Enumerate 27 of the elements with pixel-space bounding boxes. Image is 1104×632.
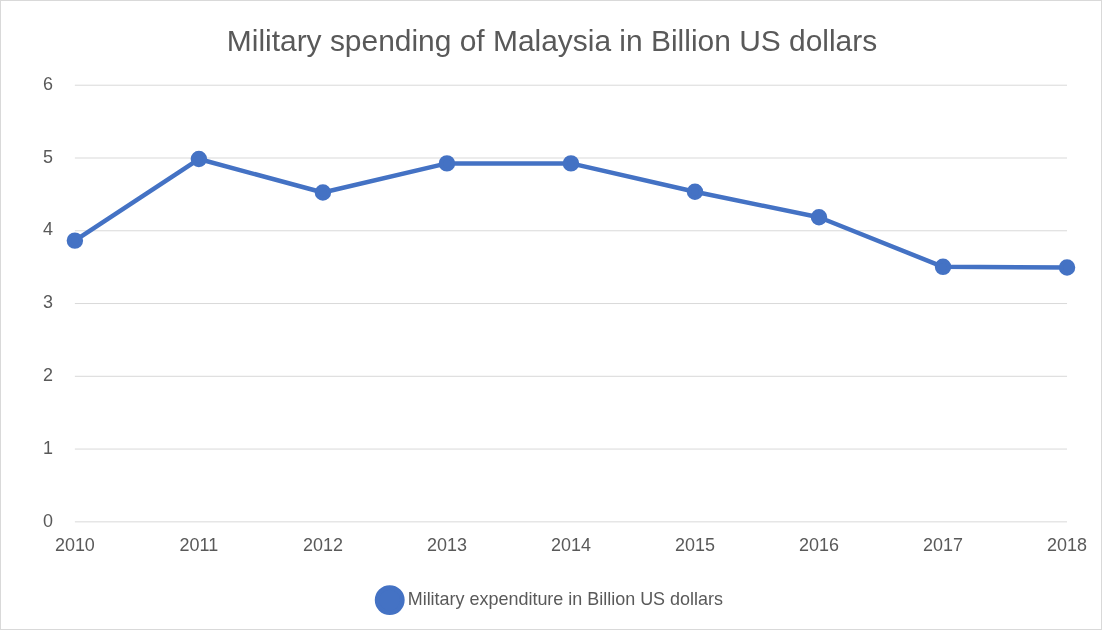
x-tick-label: 2016 [799, 535, 839, 556]
point [562, 155, 580, 172]
y-tick-label: 4 [42, 219, 53, 240]
y-tick-label: 0 [42, 510, 53, 531]
x-tick-label: 2015 [675, 535, 715, 556]
point [190, 150, 208, 168]
point [438, 155, 456, 172]
point [686, 183, 704, 201]
x-tick-label: 2018 [1047, 535, 1088, 556]
point [314, 184, 332, 201]
y-tick-label: 5 [42, 146, 53, 167]
y-tick-label: 1 [42, 437, 53, 458]
x-tick-label: 2011 [179, 535, 219, 556]
x-tick-label: 2017 [923, 535, 964, 556]
point [810, 209, 828, 226]
point [66, 232, 84, 249]
x-tick-label: 2010 [54, 535, 95, 556]
y-tick-label: 2 [42, 365, 53, 386]
y-tick-label: 6 [42, 73, 53, 94]
y-tick-label: 3 [42, 292, 53, 313]
x-tick-label: 2012 [302, 535, 343, 556]
point [934, 258, 952, 276]
legend-label: Military expenditure in Billion US dollars [407, 589, 723, 610]
x-tick-label: 2014 [550, 535, 591, 556]
x-tick-label: 2013 [426, 535, 467, 556]
chart-title: Military spending of Malaysia in Billion US dollars [226, 24, 878, 58]
point [1058, 259, 1076, 276]
